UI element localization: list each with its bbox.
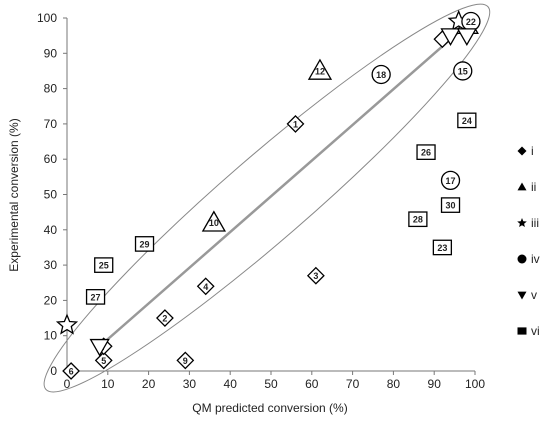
point-label: 28: [413, 215, 423, 225]
overlay-group: [43, 3, 491, 393]
x-tick-label: 50: [264, 377, 278, 391]
legend-marker-square: [517, 327, 527, 335]
legend-marker-star: [517, 218, 527, 227]
point-label: 2: [162, 314, 167, 324]
x-tick-label: 10: [101, 377, 115, 391]
x-tick-label: 60: [305, 377, 319, 391]
point-label: 1: [293, 119, 298, 129]
x-tick-label: 20: [142, 377, 156, 391]
point-label: 18: [376, 70, 386, 80]
point-square: [134, 236, 155, 252]
point-square: [432, 239, 453, 256]
point-square: [440, 197, 461, 213]
point-label: 29: [140, 239, 150, 249]
legend-label: ii: [531, 180, 536, 194]
point-circle: [440, 170, 461, 191]
y-tick-label: 40: [44, 223, 58, 237]
point-label: 3: [313, 271, 318, 281]
point-label: 6: [69, 367, 74, 377]
x-tick-label: 40: [224, 377, 238, 391]
point-label: 24: [462, 116, 472, 126]
enclosure-ellipse: [43, 3, 491, 393]
x-tick-label: 70: [346, 377, 360, 391]
point-triangle-down: [89, 338, 110, 357]
x-tick-label: 30: [183, 377, 197, 391]
point-label: 27: [91, 292, 101, 302]
point-circle: [371, 64, 391, 85]
point-triangle-down: [456, 28, 477, 46]
point-triangle: [307, 58, 333, 80]
point-diamond: [156, 309, 174, 327]
y-tick-label: 90: [44, 46, 58, 60]
axes-group: 0 10 20 30 40 50 60 70 80 90 100 0 10 20 30 40 50 60 70 80 9…: [37, 11, 485, 391]
point-diamond: [176, 351, 195, 370]
legend-label: iii: [531, 216, 539, 230]
point-label: 26: [421, 148, 431, 158]
point-label: 17: [446, 176, 456, 186]
y-tick-label: 30: [44, 258, 58, 272]
x-tick-label: 100: [465, 377, 485, 391]
legend-marker-diamond: [517, 146, 527, 156]
legend-marker-triangle: [517, 182, 527, 191]
point-label: 12: [315, 66, 325, 76]
point-label: 15: [458, 66, 468, 76]
point-triangle-down: [440, 28, 461, 46]
point-square: [408, 211, 428, 228]
point-square: [457, 112, 477, 129]
point-triangle: [201, 210, 227, 232]
point-label: 22: [466, 17, 476, 27]
x-axis-label: QM predicted conversion (%): [192, 401, 347, 415]
y-tick-label: 0: [50, 364, 57, 378]
legend-marker-triangle-down: [517, 291, 527, 300]
y-tick-label: 60: [44, 152, 58, 166]
legend-label: vi: [531, 324, 540, 338]
point-label: 4: [203, 282, 208, 292]
point-diamond: [62, 362, 80, 380]
point-diamond: [306, 266, 325, 285]
legend-marker-circle: [517, 254, 527, 264]
point-label: 25: [99, 261, 109, 271]
point-label: 23: [437, 243, 447, 253]
x-tick-label: 90: [428, 377, 442, 391]
x-tick-label: 80: [387, 377, 401, 391]
trend-line: [98, 31, 460, 348]
point-label: 30: [446, 201, 456, 211]
point-square: [85, 289, 106, 305]
point-diamond: [196, 277, 215, 296]
legend-label: iv: [531, 252, 540, 266]
y-axis-label: Experimental conversion (%): [7, 118, 21, 271]
point-star: [55, 313, 79, 335]
point-circle: [453, 61, 473, 81]
point-label: 9: [183, 356, 188, 366]
point-diamond: [286, 114, 305, 133]
y-tick-label: 80: [44, 82, 58, 96]
y-tick-label: 20: [44, 293, 58, 307]
point-square: [94, 257, 114, 273]
legend-label: i: [531, 144, 534, 158]
y-tick-label: 10: [44, 329, 58, 343]
x-tick-label: 0: [64, 377, 71, 391]
point-square: [416, 144, 436, 160]
points-group: 123456971210181517222426302823292527: [55, 9, 481, 380]
y-tick-label: 100: [37, 11, 57, 25]
y-tick-label: 70: [44, 117, 58, 131]
point-label: 10: [209, 218, 219, 228]
point-label: 5: [101, 356, 106, 366]
legend-label: v: [531, 288, 537, 302]
y-tick-label: 50: [44, 188, 58, 202]
